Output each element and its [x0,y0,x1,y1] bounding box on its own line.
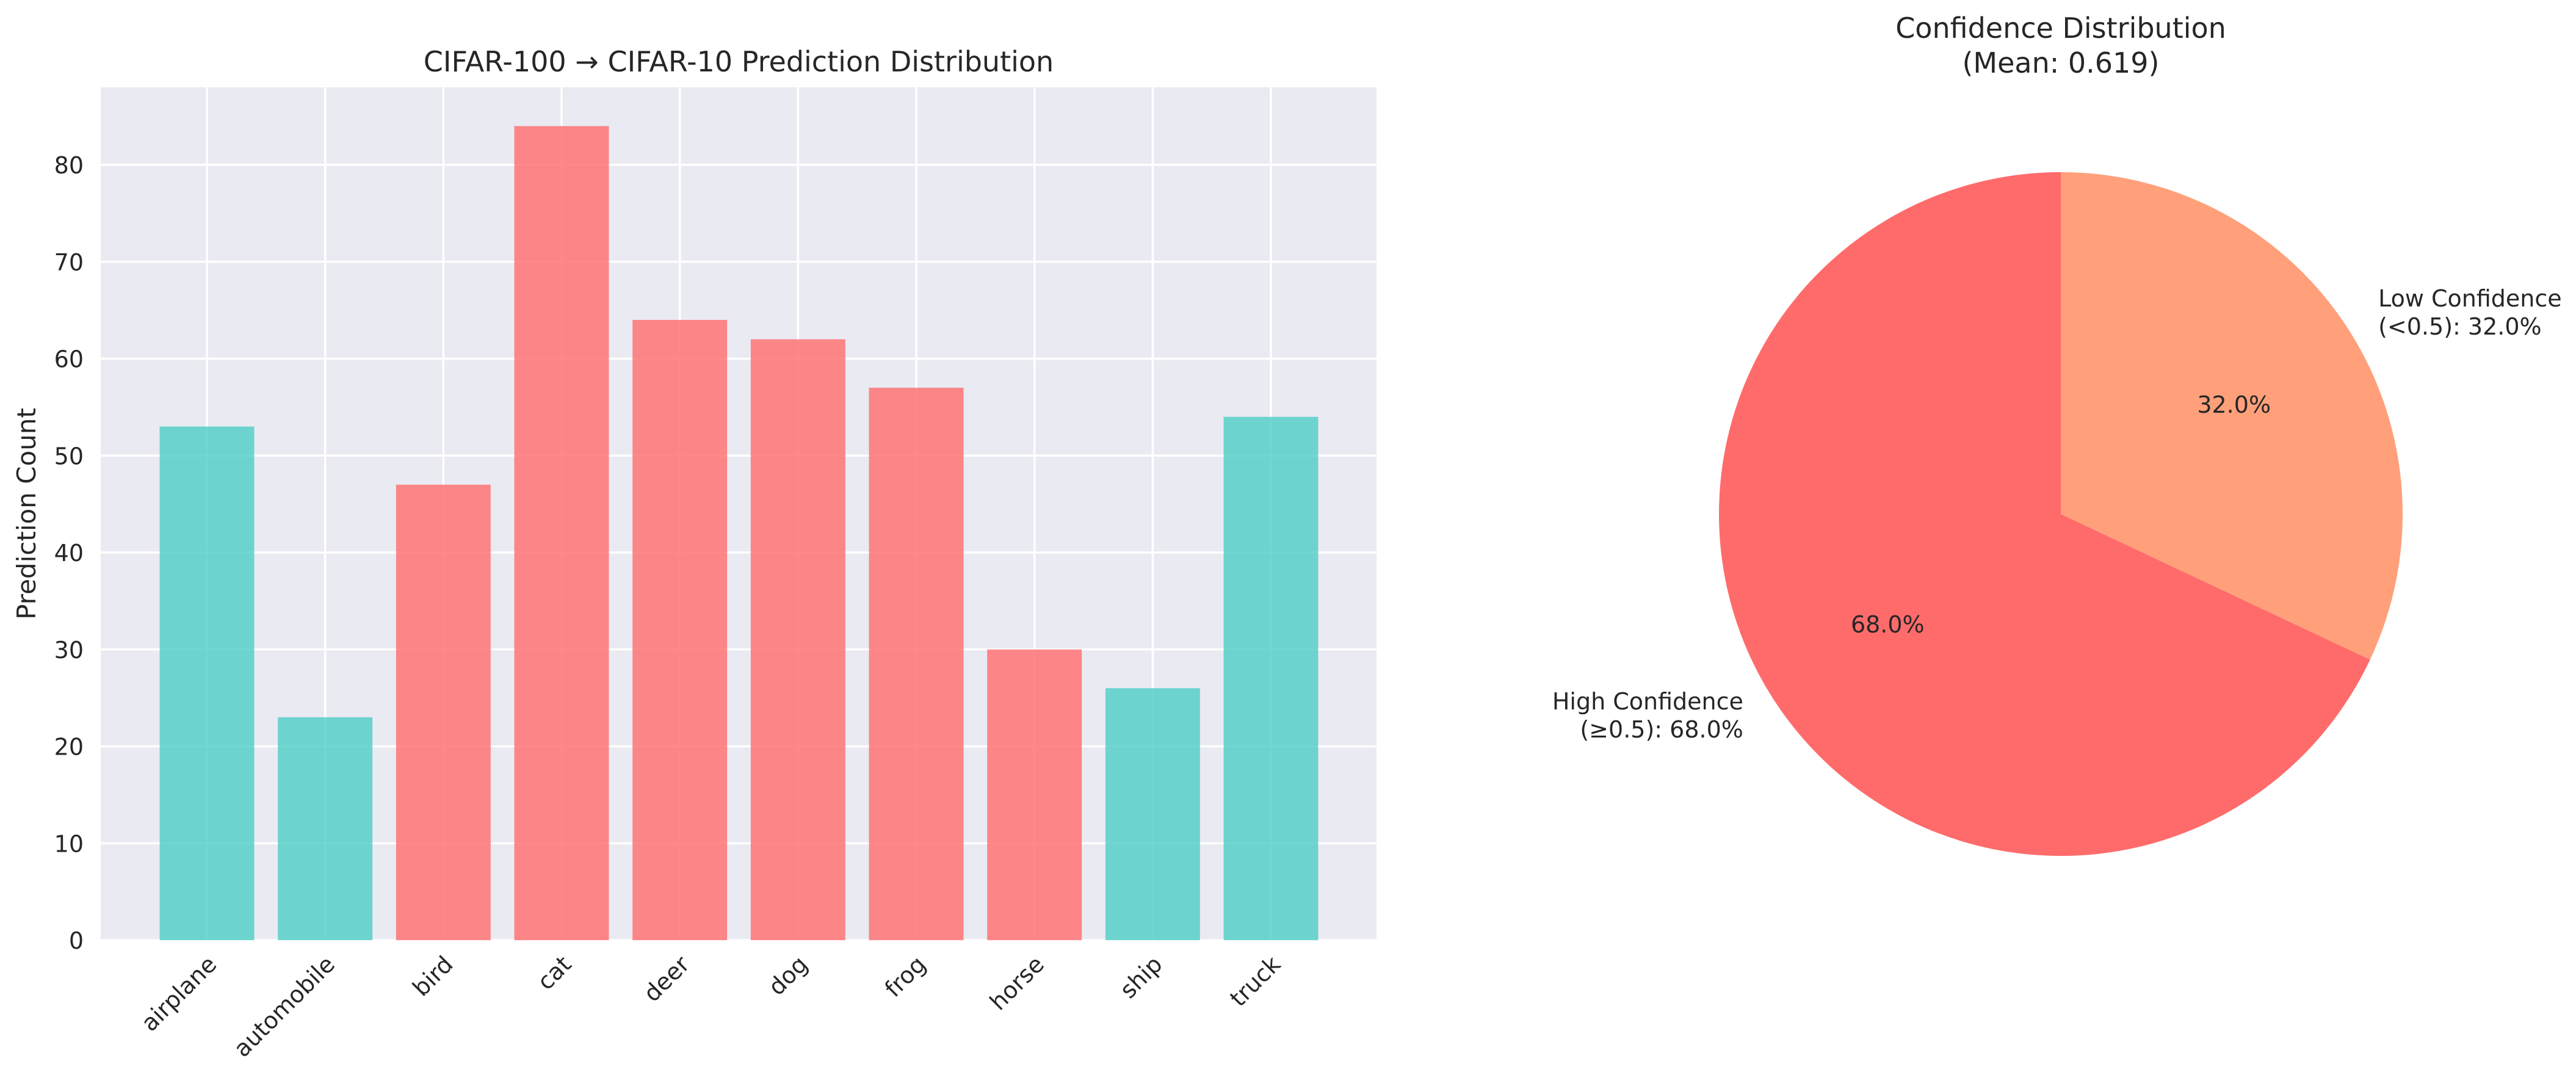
bar-chart: 0 10 20 30 40 50 60 70 80 airplane automobile bird… [12,45,1377,1062]
x-tick-label: dog [763,951,813,1001]
pie-percent-label: 32.0% [2197,391,2271,418]
bar-deer [632,320,728,940]
y-tick-label: 10 [54,830,84,857]
x-tick-label: truck [1225,951,1286,1012]
bar-horse [987,649,1082,940]
y-axis-ticks: 0 10 20 30 40 50 60 70 80 [54,152,84,954]
x-tick-label: ship [1115,951,1168,1004]
y-tick-label: 20 [54,734,84,761]
bar-cat [514,126,609,940]
y-tick-label: 60 [54,346,84,373]
bar-frog [869,388,964,940]
bar-bird [396,484,491,940]
bar-series [159,126,1319,940]
y-tick-label: 0 [69,927,84,954]
x-tick-label: automobile [228,951,340,1062]
x-tick-label: cat [532,951,576,995]
pie-slice [2061,172,2403,660]
pie-slice [1718,172,2370,856]
pie-slices [1718,172,2403,856]
bar-dog [750,339,845,940]
x-tick-label: bird [407,951,458,1001]
bar-ship [1105,688,1200,940]
bar-airplane [159,426,255,940]
x-tick-label: deer [639,951,695,1007]
bar-chart-title: CIFAR-100 → CIFAR-10 Prediction Distribu… [424,45,1054,78]
x-tick-label: horse [985,951,1049,1015]
bar-automobile [278,717,373,940]
y-axis-label: Prediction Count [12,408,42,620]
y-tick-label: 30 [54,637,84,664]
pie-labels: 68.0% High Confidence (≥0.5): 68.0% 32.0% Lo… [1552,285,2562,743]
x-tick-label: frog [880,951,932,1002]
y-tick-label: 40 [54,540,84,567]
pie-chart: Confidence Distribution (Mean: 0.619) 68.… [1552,12,2562,856]
y-tick-label: 70 [54,249,84,276]
y-tick-label: 80 [54,152,84,179]
pie-percent-label: 68.0% [1851,611,1925,638]
bar-truck [1223,416,1319,940]
y-tick-label: 50 [54,443,84,469]
pie-chart-title: Confidence Distribution (Mean: 0.619) [1895,12,2226,79]
pie-slice-label: Low Confidence (<0.5): 32.0% [2378,285,2562,340]
x-tick-label: airplane [136,951,222,1037]
pie-slice-label: High Confidence (≥0.5): 68.0% [1552,688,1743,743]
x-axis-ticks: airplane automobile bird cat deer dog frog hors… [136,951,1286,1062]
